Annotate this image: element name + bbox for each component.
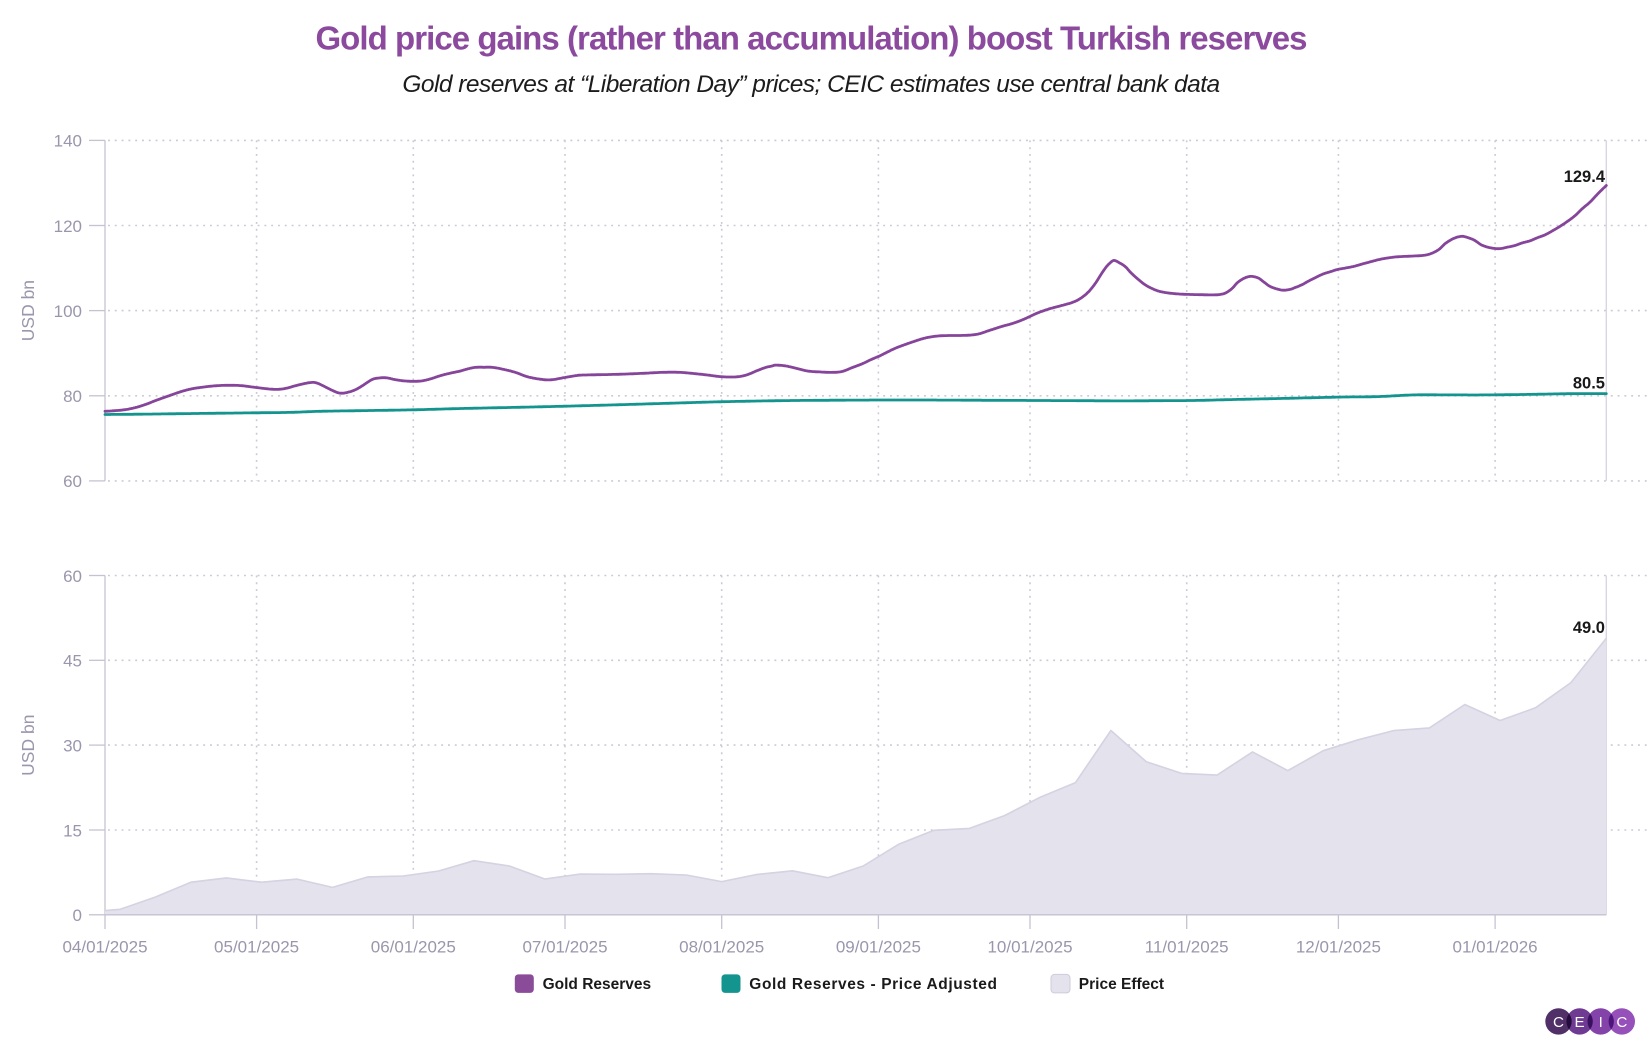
svg-text:140: 140 — [54, 132, 82, 151]
svg-text:E: E — [1575, 1014, 1585, 1031]
svg-text:10/01/2025: 10/01/2025 — [987, 938, 1072, 957]
svg-text:129.4: 129.4 — [1564, 168, 1606, 186]
svg-text:11/01/2025: 11/01/2025 — [1145, 938, 1229, 957]
svg-text:80: 80 — [63, 387, 82, 406]
svg-text:08/01/2025: 08/01/2025 — [679, 938, 764, 957]
svg-text:USD bn: USD bn — [18, 280, 38, 341]
svg-text:01/01/2026: 01/01/2026 — [1453, 938, 1538, 957]
svg-text:15: 15 — [63, 821, 82, 840]
svg-text:05/01/2025: 05/01/2025 — [214, 938, 299, 957]
svg-text:60: 60 — [63, 567, 82, 586]
svg-text:Gold reserves at “Liberation D: Gold reserves at “Liberation Day” prices… — [402, 71, 1219, 98]
svg-text:49.0: 49.0 — [1573, 619, 1605, 637]
svg-text:60: 60 — [63, 472, 82, 491]
svg-text:07/01/2025: 07/01/2025 — [522, 938, 607, 957]
svg-text:120: 120 — [54, 217, 82, 236]
svg-text:80.5: 80.5 — [1573, 375, 1605, 393]
svg-text:USD bn: USD bn — [18, 715, 38, 776]
svg-text:12/01/2025: 12/01/2025 — [1296, 938, 1381, 957]
svg-text:0: 0 — [73, 906, 82, 925]
svg-text:C: C — [1553, 1014, 1564, 1031]
svg-text:Gold Reserves - Price Adjusted: Gold Reserves - Price Adjusted — [749, 976, 997, 993]
svg-text:06/01/2025: 06/01/2025 — [371, 938, 456, 957]
svg-text:I: I — [1599, 1014, 1603, 1031]
svg-text:Price Effect: Price Effect — [1079, 976, 1164, 993]
svg-text:100: 100 — [54, 302, 82, 321]
svg-text:Gold Reserves: Gold Reserves — [543, 976, 652, 993]
svg-text:09/01/2025: 09/01/2025 — [836, 938, 921, 957]
svg-text:45: 45 — [63, 652, 82, 671]
svg-text:Gold price gains (rather than: Gold price gains (rather than accumulati… — [315, 20, 1306, 57]
svg-text:04/01/2025: 04/01/2025 — [62, 938, 147, 957]
svg-text:30: 30 — [63, 736, 82, 755]
svg-text:C: C — [1616, 1014, 1627, 1031]
